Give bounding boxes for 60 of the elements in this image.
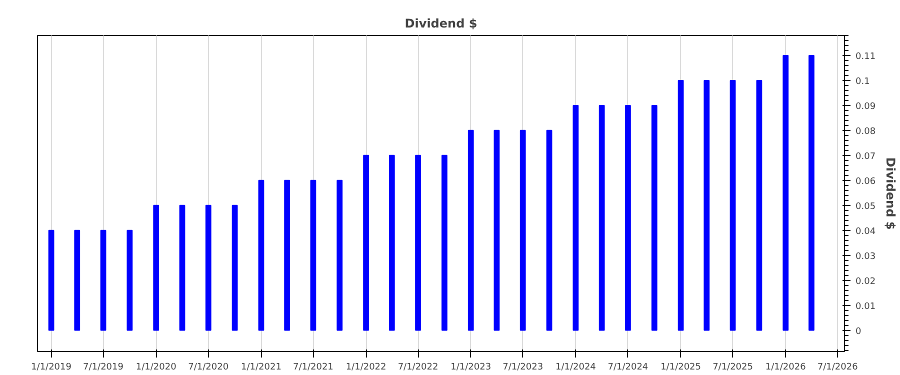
bar bbox=[284, 180, 290, 331]
x-tick-label: 1/1/2021 bbox=[241, 362, 282, 372]
bar bbox=[808, 54, 814, 331]
bar bbox=[74, 230, 80, 331]
y-tick-label: 0.1 bbox=[856, 76, 870, 87]
bar bbox=[126, 230, 133, 331]
x-tick-label: 1/1/2024 bbox=[555, 362, 596, 372]
y-tick-label: 0.03 bbox=[856, 252, 876, 262]
bar bbox=[336, 180, 343, 331]
bar bbox=[494, 130, 500, 331]
y-tick-label: 0.06 bbox=[856, 176, 876, 187]
x-tick-label: 7/1/2023 bbox=[502, 362, 544, 372]
bar bbox=[232, 204, 238, 331]
bar bbox=[363, 154, 369, 331]
x-tick-label: 1/1/2020 bbox=[136, 362, 177, 372]
bar bbox=[100, 230, 106, 331]
bar bbox=[572, 104, 579, 331]
bar bbox=[468, 130, 474, 331]
bar bbox=[205, 204, 212, 331]
bar bbox=[388, 154, 395, 331]
x-tick-label: 1/1/2026 bbox=[765, 362, 806, 372]
x-tick-label: 7/1/2024 bbox=[608, 362, 648, 372]
x-tick-label: 7/1/2019 bbox=[83, 362, 124, 372]
bar bbox=[442, 154, 448, 331]
bar bbox=[258, 180, 264, 331]
bar bbox=[678, 80, 684, 331]
bar bbox=[756, 80, 762, 331]
chart-title: Dividend $ bbox=[404, 16, 478, 30]
y-axis-title: Dividend $ bbox=[884, 157, 898, 230]
y-tick-label: 0.09 bbox=[856, 102, 876, 112]
x-tick-label: 7/1/2025 bbox=[712, 362, 753, 372]
x-tick-label: 7/1/2022 bbox=[398, 362, 438, 372]
y-tick-label: 0.11 bbox=[856, 52, 876, 62]
bar bbox=[704, 80, 710, 331]
bar bbox=[415, 154, 421, 331]
bar bbox=[179, 204, 186, 331]
y-tick-label: 0 bbox=[856, 326, 862, 337]
y-tick-label: 0.08 bbox=[856, 126, 876, 137]
bar bbox=[730, 80, 736, 331]
bar bbox=[625, 104, 631, 331]
bar bbox=[153, 204, 160, 331]
bar bbox=[310, 180, 316, 331]
x-tick-label: 7/1/2020 bbox=[188, 362, 229, 372]
y-tick-label: 0.04 bbox=[856, 226, 876, 237]
bar bbox=[48, 230, 54, 331]
y-tick-label: 0.05 bbox=[856, 202, 876, 212]
bar bbox=[651, 104, 658, 331]
x-tick-label: 7/1/2026 bbox=[817, 362, 858, 372]
x-tick-label: 1/1/2022 bbox=[346, 362, 386, 372]
x-tick-label: 1/1/2025 bbox=[660, 362, 702, 372]
x-tick-label: 7/1/2021 bbox=[292, 362, 334, 372]
y-tick-label: 0.07 bbox=[856, 152, 876, 162]
bar bbox=[546, 130, 552, 331]
y-tick-label: 0.02 bbox=[856, 276, 876, 287]
y-tick-label: 0.01 bbox=[856, 302, 876, 312]
x-tick-label: 1/1/2019 bbox=[31, 362, 72, 372]
bar bbox=[782, 54, 789, 331]
bar bbox=[520, 130, 526, 331]
x-tick-label: 1/1/2023 bbox=[450, 362, 492, 372]
bar bbox=[598, 104, 605, 331]
